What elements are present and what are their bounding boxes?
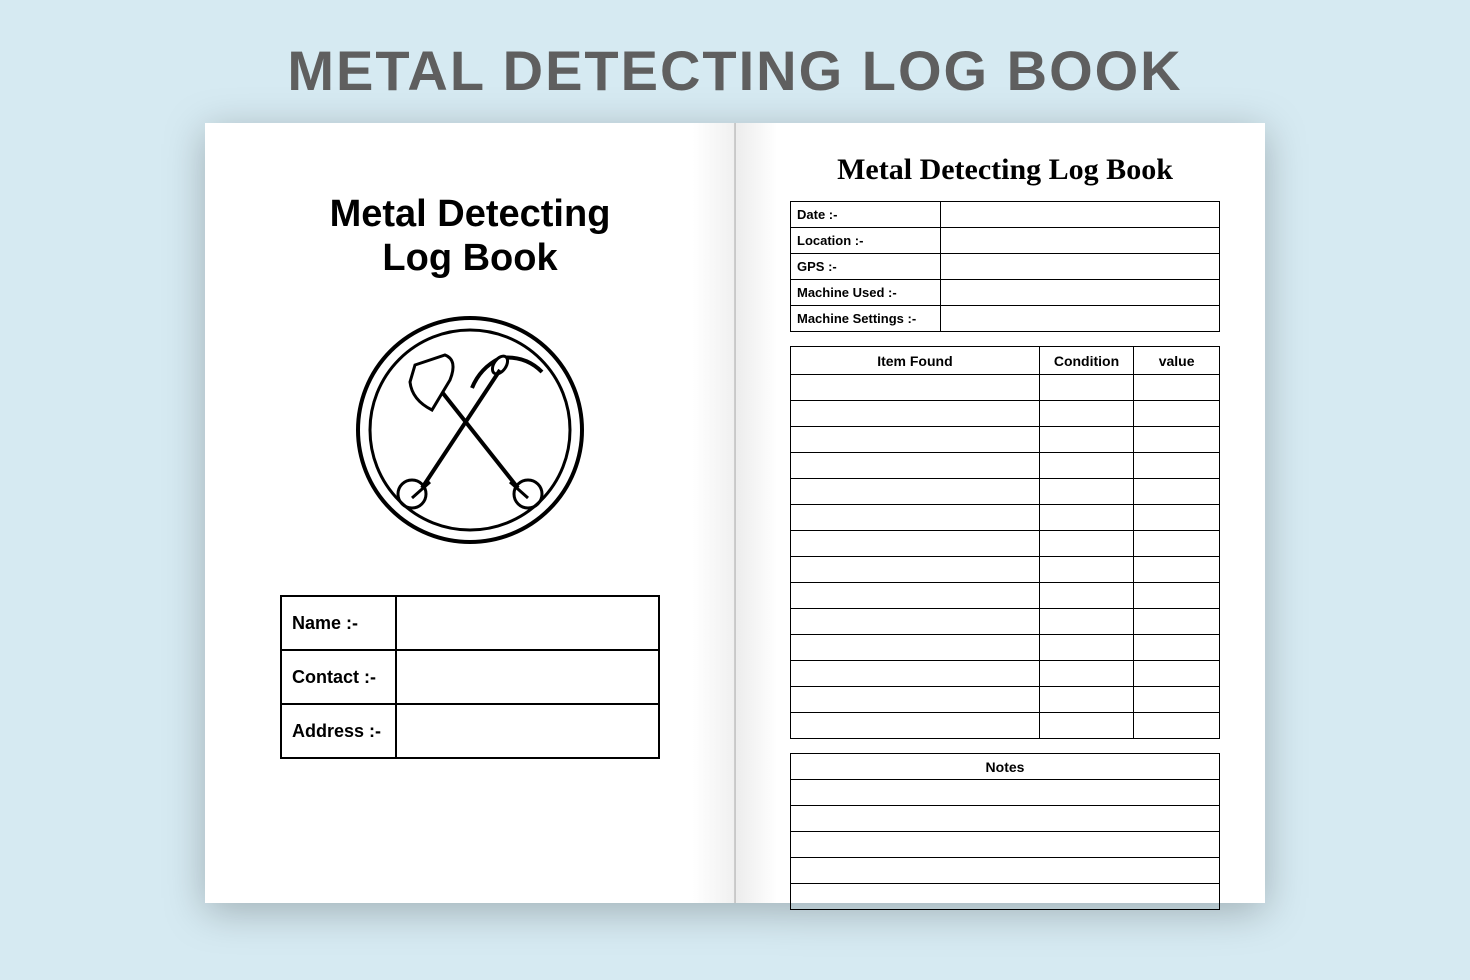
table-row [791, 453, 1220, 479]
table-row [791, 806, 1220, 832]
col-header-item: Item Found [791, 347, 1040, 375]
notes-header: Notes [791, 754, 1220, 780]
table-row [791, 884, 1220, 910]
table-row: Name :- [281, 596, 659, 650]
table-row [791, 832, 1220, 858]
table-row [791, 427, 1220, 453]
table-row: Location :- [791, 228, 1220, 254]
meta-value [941, 306, 1220, 332]
info-label-contact: Contact :- [281, 650, 396, 704]
book-spine-shadow [734, 123, 736, 903]
cover-title-line2: Log Book [382, 237, 557, 279]
table-row [791, 375, 1220, 401]
table-row: Date :- [791, 202, 1220, 228]
table-row [791, 479, 1220, 505]
info-value-contact [396, 650, 659, 704]
session-meta-table: Date :- Location :- GPS :- Machine Used … [790, 201, 1220, 332]
table-row [791, 557, 1220, 583]
log-script-title: Metal Detecting Log Book [790, 153, 1220, 187]
table-row [791, 780, 1220, 806]
shovel-pickaxe-icon [350, 310, 590, 550]
meta-label-date: Date :- [791, 202, 941, 228]
meta-label-gps: GPS :- [791, 254, 941, 280]
meta-label-machine: Machine Used :- [791, 280, 941, 306]
open-book-mockup: Metal Detecting Log Book [205, 123, 1265, 903]
table-row [791, 661, 1220, 687]
table-row [791, 609, 1220, 635]
info-value-name [396, 596, 659, 650]
page-main-title: METAL DETECTING LOG BOOK [287, 38, 1182, 103]
col-header-value: value [1134, 347, 1220, 375]
table-row [791, 401, 1220, 427]
cover-title-line1: Metal Detecting [330, 193, 611, 235]
table-row [791, 505, 1220, 531]
table-row [791, 858, 1220, 884]
col-header-condition: Condition [1039, 347, 1133, 375]
table-row [791, 687, 1220, 713]
info-label-address: Address :- [281, 704, 396, 758]
meta-value [941, 280, 1220, 306]
notes-table: Notes [790, 753, 1220, 910]
meta-value [941, 254, 1220, 280]
table-row: GPS :- [791, 254, 1220, 280]
info-value-address [396, 704, 659, 758]
table-row: Machine Used :- [791, 280, 1220, 306]
book-right-page: Metal Detecting Log Book Date :- Locatio… [735, 123, 1265, 903]
owner-info-table: Name :- Contact :- Address :- [280, 595, 660, 759]
table-header-row: Item Found Condition value [791, 347, 1220, 375]
meta-label-location: Location :- [791, 228, 941, 254]
meta-value [941, 228, 1220, 254]
table-row: Contact :- [281, 650, 659, 704]
table-header-row: Notes [791, 754, 1220, 780]
items-found-table: Item Found Condition value [790, 346, 1220, 739]
cover-logo [350, 310, 590, 550]
table-row [791, 583, 1220, 609]
book-left-page: Metal Detecting Log Book [205, 123, 735, 903]
table-row [791, 635, 1220, 661]
table-row: Machine Settings :- [791, 306, 1220, 332]
table-row [791, 713, 1220, 739]
meta-value [941, 202, 1220, 228]
table-row: Address :- [281, 704, 659, 758]
info-label-name: Name :- [281, 596, 396, 650]
table-row [791, 531, 1220, 557]
meta-label-settings: Machine Settings :- [791, 306, 941, 332]
cover-title: Metal Detecting Log Book [330, 193, 611, 280]
